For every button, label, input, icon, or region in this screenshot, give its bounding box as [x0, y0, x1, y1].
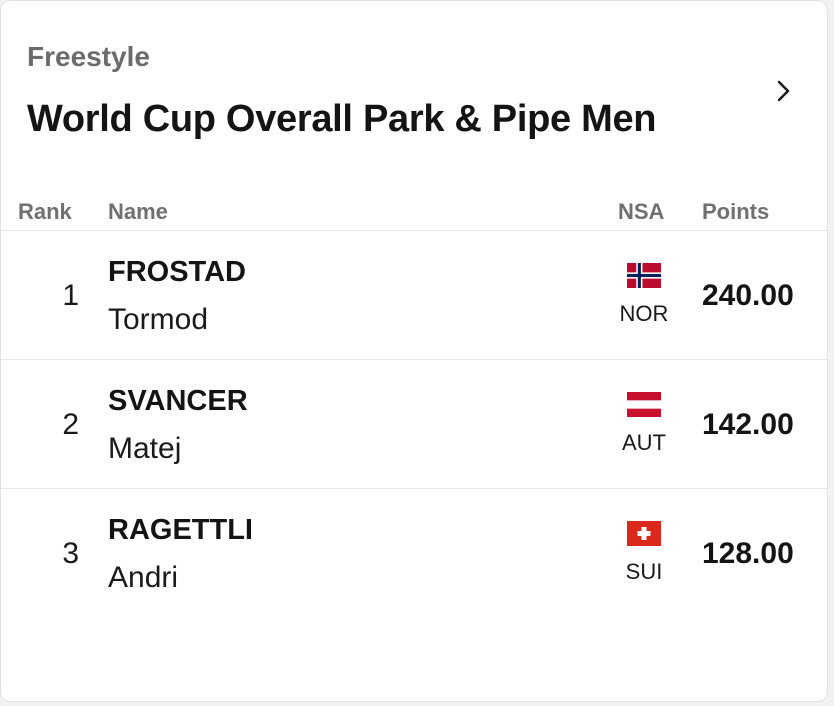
nsa-code: SUI — [625, 559, 663, 584]
athlete-surname: RAGETTLI — [108, 514, 253, 546]
points-cell: 128.00 — [702, 537, 794, 570]
column-header-points: Points — [702, 199, 770, 224]
switzerland-flag-icon — [627, 521, 661, 546]
rank-cell: 3 — [62, 537, 79, 570]
column-header-nsa: NSA — [618, 199, 665, 224]
chevron-right-icon[interactable] — [773, 78, 793, 104]
discipline-label: Freestyle — [27, 41, 150, 72]
austria-flag-icon — [627, 392, 661, 417]
column-header-name: Name — [108, 199, 168, 224]
athlete-firstname: Matej — [108, 432, 182, 465]
athlete-firstname: Tormod — [108, 303, 209, 336]
competition-title: World Cup Overall Park & Pipe Men — [27, 98, 657, 140]
nsa-code: AUT — [622, 430, 666, 455]
table-header: Rank Name NSA Points — [1, 191, 827, 231]
norway-flag-icon — [627, 263, 661, 288]
points-cell: 240.00 — [702, 279, 794, 312]
table-row[interactable]: 1 FROSTAD Tormod NOR 240.00 — [1, 231, 827, 360]
athlete-surname: FROSTAD — [108, 256, 247, 288]
table-row[interactable]: 2 SVANCER Matej AUT 142.00 — [1, 360, 827, 489]
rank-cell: 2 — [62, 408, 79, 441]
nsa-code: NOR — [619, 301, 669, 326]
athlete-surname: SVANCER — [108, 385, 248, 417]
athlete-firstname: Andri — [108, 561, 179, 594]
rank-cell: 1 — [62, 279, 79, 312]
points-cell: 142.00 — [702, 408, 794, 441]
standings-header-link[interactable]: Freestyle World Cup Overall Park & Pipe … — [1, 1, 827, 181]
column-header-rank: Rank — [18, 199, 72, 224]
table-row[interactable]: 3 RAGETTLI Andri SUI 128.00 — [1, 489, 827, 618]
